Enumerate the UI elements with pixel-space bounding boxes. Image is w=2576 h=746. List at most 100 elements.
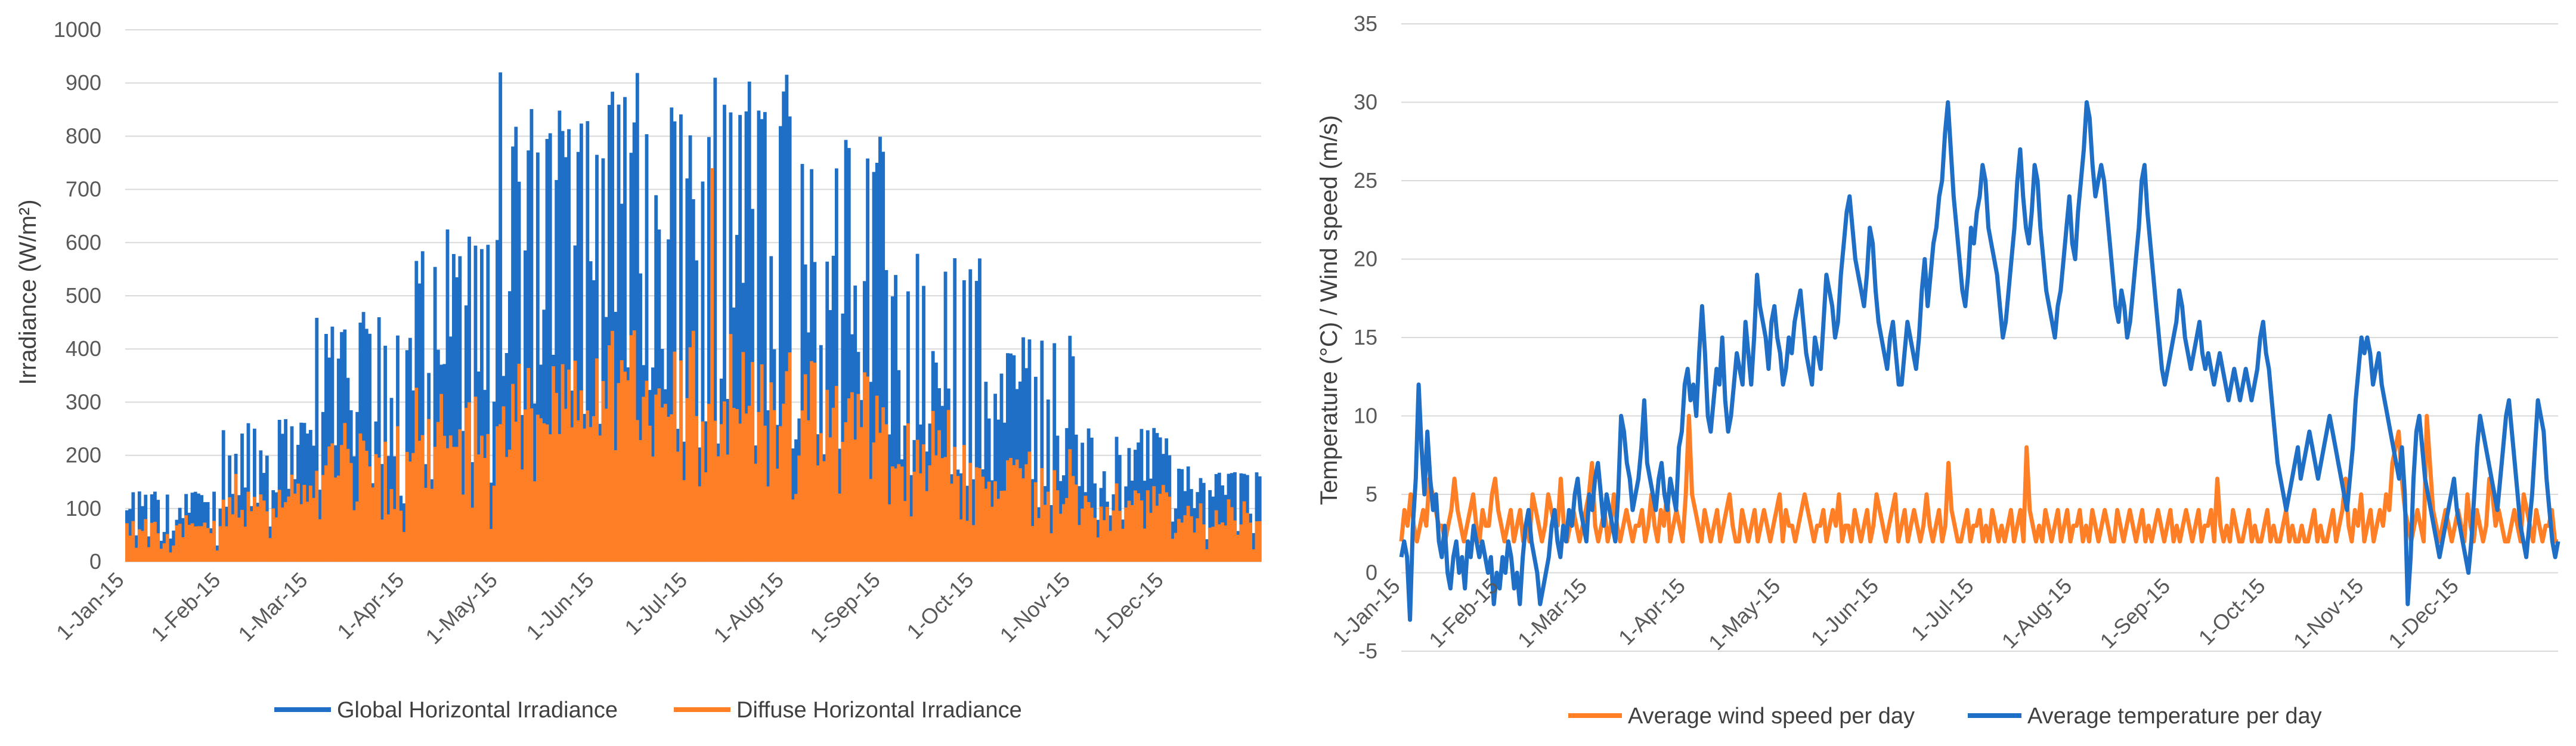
dhi-bar — [473, 397, 478, 562]
dhi-bar — [1242, 501, 1246, 562]
ghi-bar — [336, 358, 340, 562]
ghi-bar — [894, 275, 897, 562]
dhi-bar — [1024, 464, 1029, 562]
dhi-bar — [853, 439, 857, 562]
legend-temp-label: Average temperature per day — [2027, 704, 2322, 729]
dhi-bar — [492, 485, 496, 562]
dhi-bar — [1174, 533, 1178, 562]
dhi-bar — [181, 537, 185, 562]
dhi-bar — [981, 476, 985, 562]
ghi-bar — [953, 258, 957, 562]
dhi-bar — [1078, 525, 1081, 562]
dhi-bar — [866, 376, 869, 562]
ghi-bar — [984, 382, 988, 562]
dhi-bar — [517, 363, 521, 562]
dhi-bar — [645, 380, 649, 562]
dhi-bar — [1186, 506, 1190, 562]
dhi-bar — [906, 423, 910, 562]
dhi-bar — [299, 504, 304, 562]
dhi-bar — [125, 523, 129, 562]
dhi-bar — [1030, 526, 1035, 562]
right-y-tick-labels: -5 0 5 10 15 20 25 30 35 — [1354, 11, 1377, 663]
dhi-bar — [215, 550, 219, 562]
dhi-bar — [663, 404, 667, 562]
ghi-bar — [872, 172, 876, 562]
dhi-bar — [1124, 507, 1128, 562]
right-gridlines — [1401, 23, 2558, 652]
right-y-tick: 20 — [1354, 247, 1377, 271]
dhi-bar — [392, 509, 397, 562]
dhi-bar — [436, 422, 440, 562]
right-y-tick: 35 — [1354, 11, 1377, 36]
ghi-bar — [1252, 533, 1256, 562]
left-x-tick: 1-Jan-15 — [51, 568, 128, 645]
right-y-tick: 30 — [1354, 90, 1377, 114]
dhi-bar — [623, 372, 627, 562]
left-y-axis-title: Irradiance (W/m²) — [15, 199, 41, 385]
dhi-bar — [667, 416, 670, 562]
ghi-bar — [1034, 376, 1038, 562]
dhi-bar — [352, 510, 356, 562]
dhi-bar — [1055, 490, 1060, 562]
ghi-bar — [128, 509, 132, 562]
dhi-bar — [420, 435, 425, 562]
dhi-bar — [511, 383, 515, 562]
left-y-tick: 100 — [66, 496, 101, 521]
dhi-bar — [343, 423, 347, 562]
ghi-bar — [1068, 336, 1072, 562]
ghi-bar — [324, 333, 328, 562]
dhi-bar — [971, 525, 976, 562]
dhi-bar — [461, 494, 465, 562]
dhi-bar — [364, 450, 369, 562]
dhi-bar — [169, 552, 172, 562]
dhi-bar — [1037, 518, 1041, 562]
dhi-bar — [987, 481, 991, 562]
dhi-bar — [476, 454, 481, 562]
dhi-bar — [1214, 510, 1218, 562]
dhi-bar — [1217, 524, 1221, 562]
dhi-bar — [274, 517, 278, 562]
dhi-bar — [878, 432, 882, 562]
dhi-bar — [131, 521, 135, 562]
ghi-bar — [763, 112, 767, 562]
ghi-bar — [915, 253, 919, 562]
dhi-bar — [389, 489, 394, 562]
dhi-bar — [243, 527, 247, 562]
dhi-bar — [1068, 449, 1072, 562]
ghi-bar — [1140, 429, 1144, 562]
right-y-tick: 10 — [1354, 404, 1377, 428]
ghi-bar — [601, 158, 605, 562]
dhi-bar — [293, 493, 297, 562]
dhi-bar — [555, 392, 559, 562]
dhi-bar — [1061, 504, 1066, 562]
dhi-bar — [159, 549, 163, 562]
dhi-bar — [757, 411, 761, 562]
dhi-bar — [1086, 502, 1091, 562]
dhi-bar — [701, 421, 705, 562]
dhi-bar — [844, 422, 848, 562]
left-x-tick: 1-Mar-15 — [233, 568, 312, 646]
right-y-tick: 15 — [1354, 325, 1377, 349]
dhi-bar — [178, 524, 182, 562]
dhi-bar — [483, 457, 487, 562]
dhi-bar — [1239, 524, 1243, 562]
ghi-bar — [243, 487, 247, 562]
dhi-bar — [598, 435, 602, 562]
dhi-bar — [147, 547, 151, 562]
dhi-bar — [800, 410, 804, 562]
ghi-bar — [766, 410, 770, 562]
ghi-bar — [299, 422, 304, 562]
right-x-tick: 1-May-15 — [1704, 574, 1785, 655]
dhi-bar — [635, 420, 639, 562]
ghi-bar — [887, 434, 891, 562]
dhi-bar — [607, 345, 611, 562]
ghi-bar — [707, 137, 711, 562]
dhi-bar — [1152, 486, 1156, 562]
dhi-bar — [399, 510, 403, 562]
dhi-bar — [411, 453, 415, 562]
temperature-line — [1399, 100, 2560, 622]
ghi-bar — [614, 311, 618, 562]
ghi-bar — [265, 456, 269, 562]
dhi-bar — [922, 444, 925, 562]
